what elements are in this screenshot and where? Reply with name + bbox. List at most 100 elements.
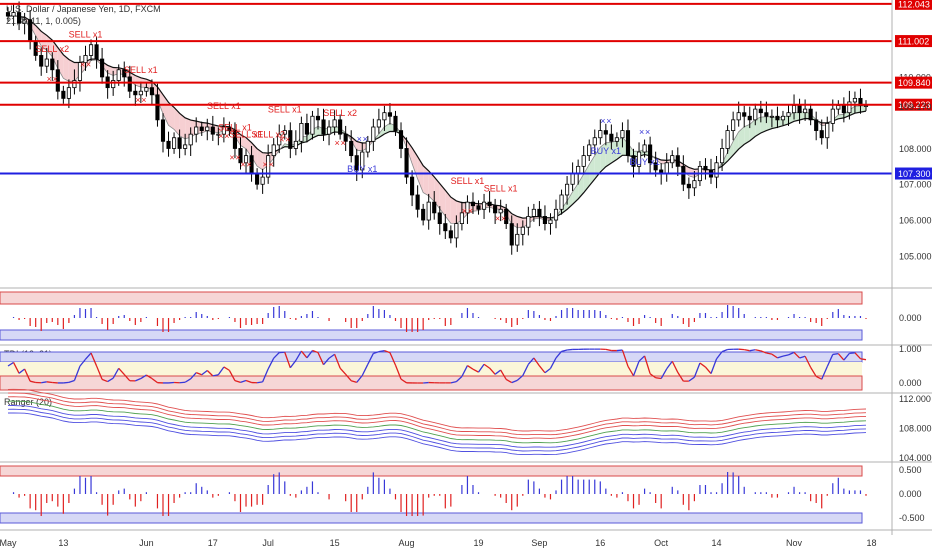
ma-cloud-segment: [611, 140, 617, 164]
candle-body: [338, 119, 343, 135]
candle-body: [537, 208, 542, 217]
tdi-line-segment: [638, 355, 646, 362]
ma-cloud-segment: [351, 136, 357, 151]
candle-body: [481, 201, 487, 210]
tdi-line-segment: [12, 362, 20, 374]
tdi-line-segment: [101, 378, 108, 383]
price-axis[interactable]: 112.043111.002110.000109.840109.223109.1…: [891, 0, 932, 535]
candle-body: [365, 140, 370, 153]
signal-marker: ×: [224, 131, 229, 141]
tdi-line-segment: [46, 381, 53, 384]
candle-body: [138, 90, 143, 96]
tdi-line-segment: [815, 375, 823, 380]
candle-body: [581, 155, 586, 167]
signal-marker: ×: [229, 152, 234, 162]
tdi-line-segment: [195, 372, 202, 376]
ma-cloud-segment: [517, 216, 523, 228]
signal-marker: ×: [363, 134, 368, 144]
price-badge: [895, 98, 932, 111]
candle-body: [747, 115, 752, 121]
ma-cloud-segment: [760, 116, 767, 134]
tdi-line-segment: [483, 363, 490, 369]
price-badge-label: 109.223: [898, 100, 931, 110]
chart-title: U.S. Dollar / Japanese Yen, 1D, FXCM: [6, 4, 161, 14]
tdi-line-segment: [455, 375, 463, 383]
candle-body: [542, 216, 548, 225]
ranger-band-line: [7, 412, 867, 456]
tdi-line-segment: [389, 352, 397, 366]
candle-body: [648, 144, 653, 164]
ma-cloud-segment: [749, 119, 756, 141]
signal-marker: ×: [501, 213, 506, 223]
candle-body: [675, 155, 680, 167]
tdi-line-segment: [561, 349, 568, 352]
candle-body: [94, 44, 99, 60]
ma-cloud-segment: [428, 170, 435, 202]
tdi-line-segment: [295, 350, 302, 361]
signal-marker: ×: [218, 131, 223, 141]
mega-tick: 0.500: [899, 465, 922, 475]
signal-marker: ×: [47, 74, 52, 84]
tdi-line-segment: [41, 381, 47, 384]
candle-body: [664, 162, 669, 174]
candle-body: [172, 137, 177, 149]
time-tick-label: 13: [58, 538, 68, 548]
ma-cloud-segment: [257, 148, 263, 170]
candle-body: [803, 108, 808, 114]
msi-lower-band: [0, 329, 863, 341]
tdi-line-segment: [704, 366, 712, 375]
ma-cloud-segment: [68, 59, 75, 82]
price-pane[interactable]: SELL x2× ×SELL x1× ×SELL x1× ×SELL x1× ×SELL…: [0, 1, 932, 289]
signal-marker: ×: [269, 160, 274, 170]
tdi-line-segment: [7, 361, 14, 367]
mega-tick: 0.000: [899, 489, 922, 499]
tdi-line-segment: [373, 351, 380, 355]
candle-body: [243, 155, 249, 164]
candle-body: [11, 12, 16, 17]
time-tick-label: 18: [867, 538, 877, 548]
candle-body: [44, 58, 49, 67]
candle-body: [343, 133, 348, 142]
candle-body: [232, 130, 238, 149]
tdi-line-segment: [710, 358, 718, 374]
candle-body: [238, 148, 243, 164]
tdi-line-segment: [400, 378, 407, 384]
candle-body: [603, 130, 608, 135]
ma-cloud-segment: [246, 137, 252, 158]
ma-cloud-segment: [417, 156, 424, 193]
candle-body: [487, 201, 492, 207]
tdi-line-segment: [306, 350, 313, 359]
candle-body: [526, 216, 531, 228]
tdi-line-segment: [273, 352, 280, 359]
tdi-line-segment: [782, 354, 789, 357]
tdi-mid-band: [0, 362, 862, 376]
tdi-line-segment: [627, 366, 635, 377]
ma-cloud-segment: [168, 102, 175, 130]
msi-tick: 0.000: [899, 313, 922, 323]
candle-body: [205, 126, 210, 131]
candle-body: [177, 137, 182, 149]
candle-body: [199, 126, 204, 131]
tdi-line-segment: [671, 360, 679, 373]
time-axis[interactable]: May 13 Jun 17 Jul 15 Aug 19 Sep 16 Oct 14 Nov 18: [0, 538, 877, 548]
candle-body: [122, 69, 127, 78]
signal-marker: ×: [141, 95, 146, 105]
candle-body: [66, 87, 71, 99]
tdi-line-segment: [317, 352, 325, 365]
tdi-line-segment: [716, 351, 723, 360]
tdi-line-segment: [79, 358, 87, 367]
tdi-line-segment: [267, 357, 275, 370]
tdi-line-segment: [223, 366, 230, 371]
signal-label: SELL x1: [451, 176, 485, 186]
price-badge: [895, 76, 932, 89]
ma-cloud-segment: [766, 116, 772, 131]
ranger-band-line: [7, 400, 867, 444]
tdi-line-segment: [793, 351, 801, 359]
candle-body: [432, 201, 437, 214]
signal-marker: ×: [246, 160, 251, 170]
candle-body: [288, 130, 293, 149]
time-tick-label: 17: [208, 538, 218, 548]
time-tick-label: Jun: [139, 538, 154, 548]
candle-body: [326, 126, 332, 135]
tdi-tick: 0.000: [899, 378, 922, 388]
